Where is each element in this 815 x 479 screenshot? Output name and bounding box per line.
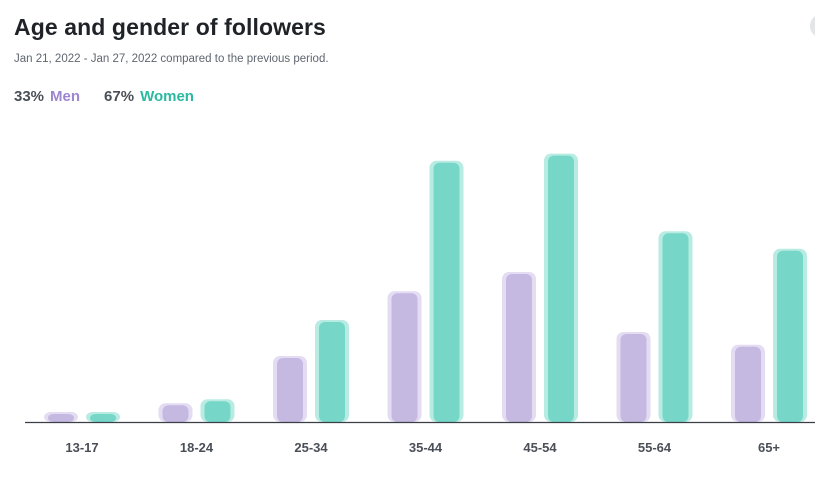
info-icon[interactable] (810, 14, 815, 38)
chart-title: Age and gender of followers (14, 14, 326, 40)
x-tick-label: 13-17 (65, 440, 98, 455)
bar-women-18-24[interactable] (204, 401, 231, 422)
x-tick-label: 65+ (758, 440, 780, 455)
bar-men-18-24[interactable] (162, 405, 189, 422)
bar-women-25-34[interactable] (319, 322, 345, 422)
bar-women-55-64[interactable] (662, 233, 689, 422)
men-percentage: 33% (14, 88, 45, 105)
bar-women-65+[interactable] (777, 250, 803, 422)
bar-men-65+[interactable] (735, 346, 761, 422)
bar-women-35-44[interactable] (433, 162, 460, 423)
bar-women-13-17[interactable] (90, 414, 116, 422)
date-range-subtitle: Jan 21, 2022 - Jan 27, 2022 compared to … (14, 53, 329, 65)
legend-item-men: 33% Men (14, 88, 80, 105)
x-tick-label: 18-24 (180, 440, 214, 455)
bar-men-55-64[interactable] (620, 334, 647, 422)
bar-men-13-17[interactable] (48, 414, 74, 422)
x-tick-label: 35-44 (409, 440, 443, 455)
bar-women-45-54[interactable] (548, 155, 574, 422)
x-tick-label: 45-54 (523, 440, 557, 455)
chart-legend: 33% Men 67% Women (14, 88, 218, 105)
x-tick-label: 25-34 (294, 440, 328, 455)
bar-men-25-34[interactable] (277, 358, 303, 422)
bar-men-45-54[interactable] (506, 274, 532, 422)
men-label: Men (50, 88, 81, 105)
women-percentage: 67% (104, 88, 135, 105)
bar-men-35-44[interactable] (391, 293, 418, 422)
women-label: Women (140, 88, 194, 105)
legend-item-women: 67% Women (104, 88, 194, 105)
x-tick-label: 55-64 (638, 440, 672, 455)
